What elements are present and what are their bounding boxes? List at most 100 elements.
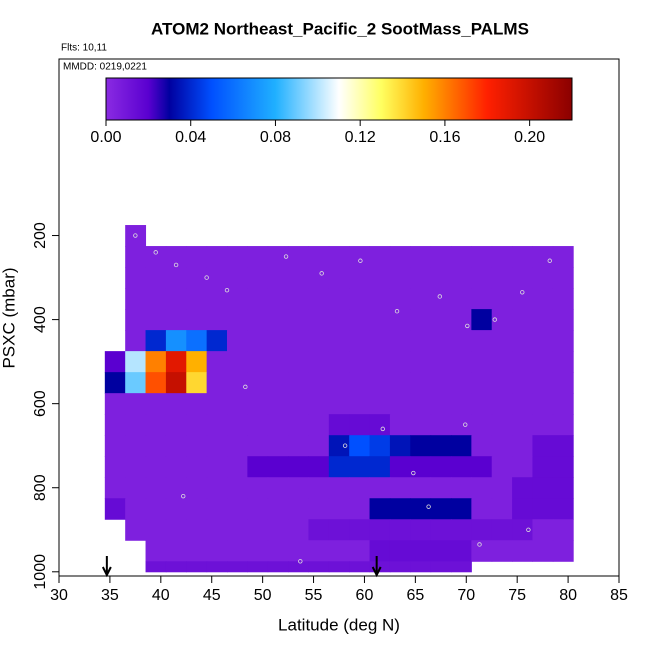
heat-cell — [145, 372, 167, 394]
sample-point — [477, 542, 482, 547]
heat-cell — [328, 246, 350, 268]
heat-cell — [186, 477, 208, 499]
heat-cell — [410, 372, 432, 394]
heat-cell — [267, 435, 289, 457]
heat-cell — [328, 267, 350, 289]
heat-cell — [267, 267, 289, 289]
heat-cell — [451, 351, 472, 373]
sample-point — [181, 493, 186, 499]
heat-cell — [471, 477, 493, 499]
heat-cell — [430, 561, 452, 573]
heat-cell — [288, 267, 309, 289]
heat-cell — [451, 414, 472, 436]
heat-cell — [451, 435, 472, 457]
heat-cell — [349, 519, 371, 541]
x-tick-label: 45 — [203, 587, 221, 604]
heat-cell — [430, 309, 452, 331]
heat-cell — [410, 267, 432, 289]
heat-cell — [328, 309, 350, 331]
heat-cell — [206, 330, 228, 352]
heat-cell — [349, 267, 371, 289]
heat-cell — [349, 414, 371, 436]
heat-cell — [328, 477, 350, 499]
heat-cell — [328, 519, 350, 541]
heat-cell — [471, 288, 493, 310]
heat-cell — [552, 393, 574, 415]
heat-cell — [247, 477, 269, 499]
heat-cell — [267, 246, 289, 268]
heat-cell — [125, 330, 147, 352]
heat-cell — [267, 456, 289, 478]
heat-cell — [349, 540, 371, 562]
x-tick-label: 70 — [457, 587, 475, 604]
heat-cell — [410, 393, 432, 415]
heat-cell — [308, 435, 330, 457]
heat-cell — [125, 267, 147, 289]
heat-cell — [389, 351, 411, 373]
heat-cell — [186, 414, 208, 436]
heat-cell — [369, 477, 391, 499]
heat-cell — [369, 456, 391, 478]
heat-cell — [227, 372, 248, 394]
heat-cell — [532, 435, 554, 457]
heat-cell — [471, 309, 493, 331]
heat-cell — [125, 414, 147, 436]
heat-cell — [288, 246, 309, 268]
x-tick-label: 75 — [508, 587, 526, 604]
heat-cell — [104, 393, 126, 415]
heat-cell — [267, 498, 289, 520]
heat-cell — [145, 561, 167, 573]
sample-point — [283, 254, 289, 259]
heat-cell — [267, 351, 289, 373]
heat-cell — [389, 372, 411, 394]
heat-cell — [389, 309, 411, 331]
x-tick-label: 50 — [254, 587, 272, 604]
heat-cell — [206, 309, 228, 331]
heat-cell — [389, 288, 411, 310]
heat-cell — [104, 456, 126, 478]
heat-cell — [288, 498, 309, 520]
heat-cell — [430, 351, 452, 373]
heat-cell — [430, 246, 452, 268]
heat-cell — [145, 246, 167, 268]
x-tick-label: 80 — [559, 587, 577, 604]
heat-cell — [328, 393, 350, 415]
heat-cell — [186, 456, 208, 478]
heat-cell — [349, 372, 371, 394]
heat-cell — [247, 393, 269, 415]
colorbar-tick-label: 0.00 — [90, 129, 121, 146]
heat-cell — [471, 414, 493, 436]
heat-cell — [451, 288, 472, 310]
heat-cell — [389, 246, 411, 268]
heat-cell — [349, 393, 371, 415]
heat-cell — [328, 540, 350, 562]
heat-cell — [532, 351, 554, 373]
heat-cell — [369, 498, 391, 520]
heat-cell — [389, 330, 411, 352]
heat-cell — [430, 519, 452, 541]
heat-cell — [491, 519, 513, 541]
heat-cell — [349, 498, 371, 520]
heat-cell — [491, 267, 513, 289]
heat-cell — [227, 519, 248, 541]
heat-cell — [247, 540, 269, 562]
heat-cell — [328, 498, 350, 520]
heat-cell — [267, 561, 289, 573]
heat-cell — [288, 393, 309, 415]
heat-cell — [206, 351, 228, 373]
heat-cell — [369, 267, 391, 289]
heat-cell — [288, 309, 309, 331]
heat-cell — [206, 414, 228, 436]
heat-cell — [389, 561, 411, 573]
heat-cell — [267, 288, 289, 310]
y-tick-label: 800 — [32, 474, 49, 501]
heat-cell — [125, 498, 147, 520]
heat-cell — [552, 498, 574, 520]
subtitle: Flts: 10,11 — [61, 43, 107, 54]
heat-cell — [206, 267, 228, 289]
arrow — [371, 556, 382, 578]
plot-frame — [58, 58, 620, 577]
heat-cell — [227, 540, 248, 562]
heat-cell — [165, 393, 187, 415]
